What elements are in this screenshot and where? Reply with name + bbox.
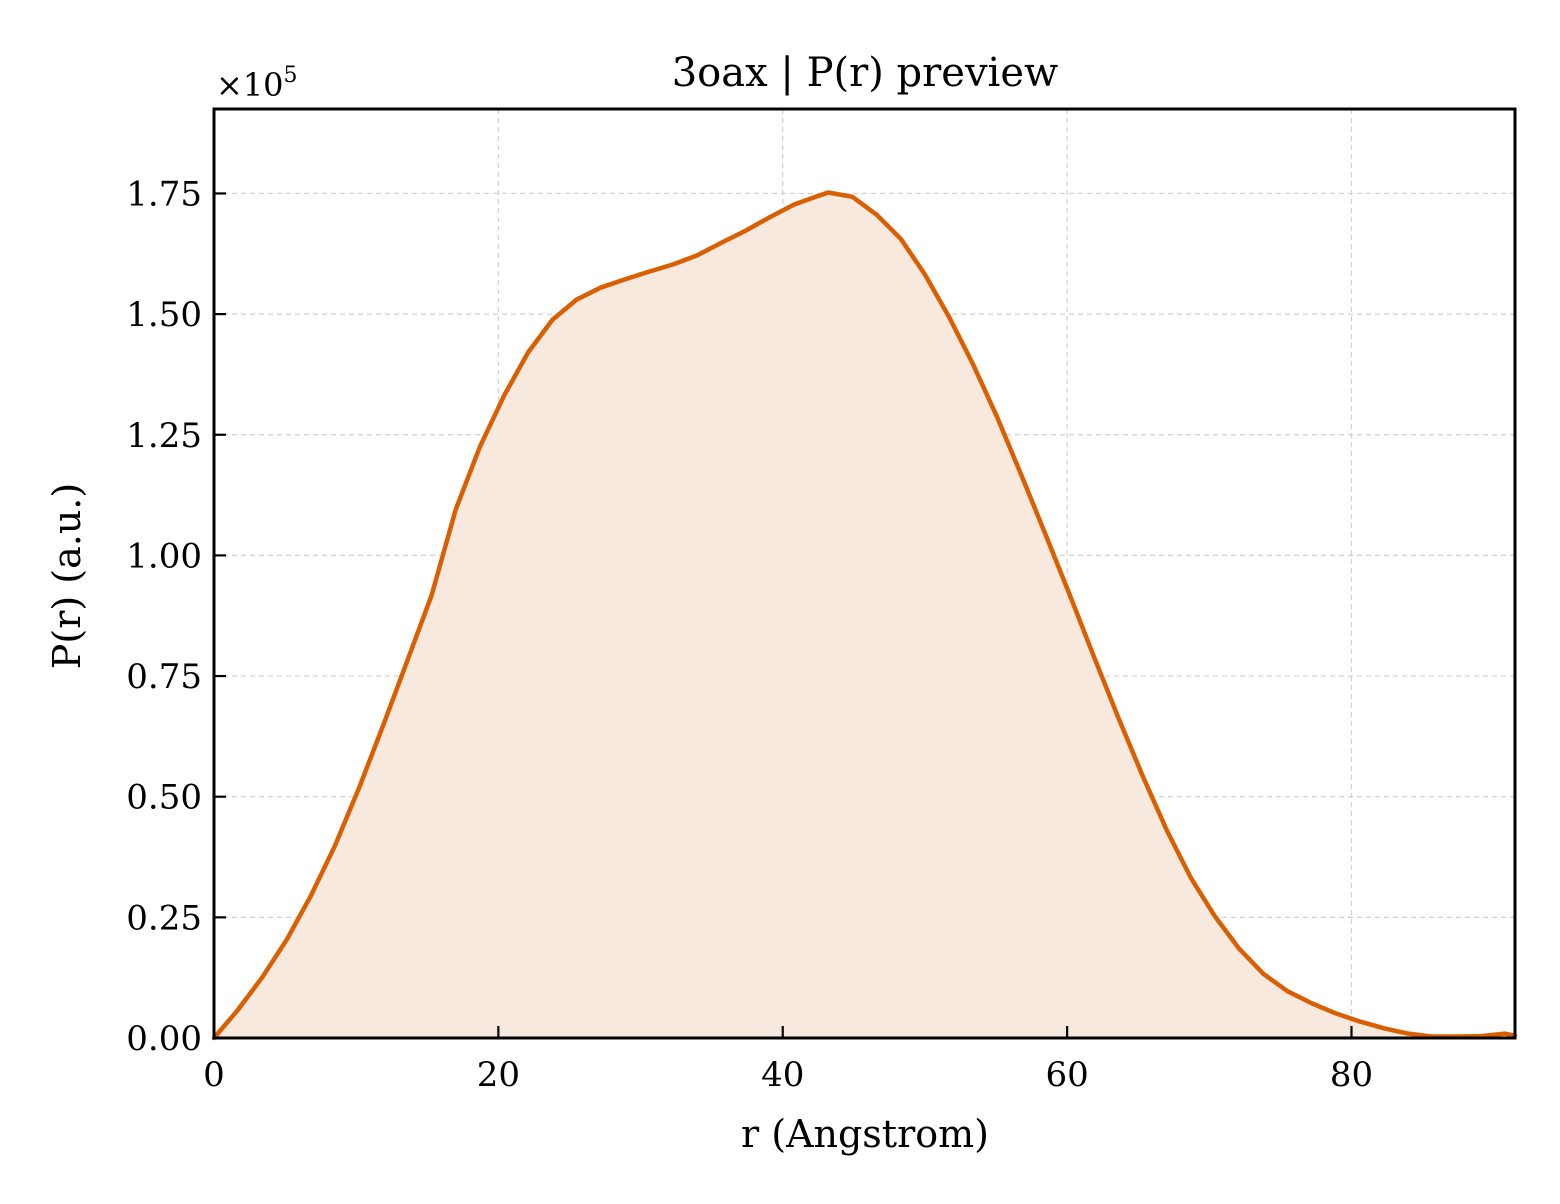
y-multiplier-exponent: 5 (284, 63, 298, 88)
chart-title: 3oax | P(r) preview (672, 50, 1059, 96)
y-tick-label: 0.50 (126, 778, 202, 818)
x-tick-label: 20 (477, 1055, 520, 1095)
x-tick-label: 60 (1045, 1055, 1088, 1095)
y-tick-label: 0.00 (126, 1019, 202, 1059)
series-line (211, 190, 1518, 1041)
y-tick-label: 1.50 (126, 295, 202, 335)
area-fill (214, 192, 1515, 1039)
y-tick-label: 1.00 (126, 536, 202, 576)
y-tick-label: 0.25 (126, 898, 202, 938)
y-tick-label: 1.75 (126, 174, 202, 214)
plot-area: 0 20 40 60 80 0.00 0.25 0.50 0.75 1.00 1.25 1.50 1.7… (126, 107, 1518, 1095)
y-tick-label: 1.25 (126, 416, 202, 456)
x-tick-label: 80 (1330, 1055, 1373, 1095)
y-axis-label: P(r) (a.u.) (45, 483, 89, 669)
y-tick-label: 0.75 (126, 657, 202, 697)
y-multiplier-base: ×10 (216, 66, 284, 104)
x-tick-label: 40 (761, 1055, 804, 1095)
plot-frame (212, 107, 1517, 1040)
x-tick-label: 0 (203, 1055, 225, 1095)
x-axis-label: r (Angstrom) (741, 1112, 989, 1156)
y-multiplier-label: ×105 (216, 63, 298, 104)
